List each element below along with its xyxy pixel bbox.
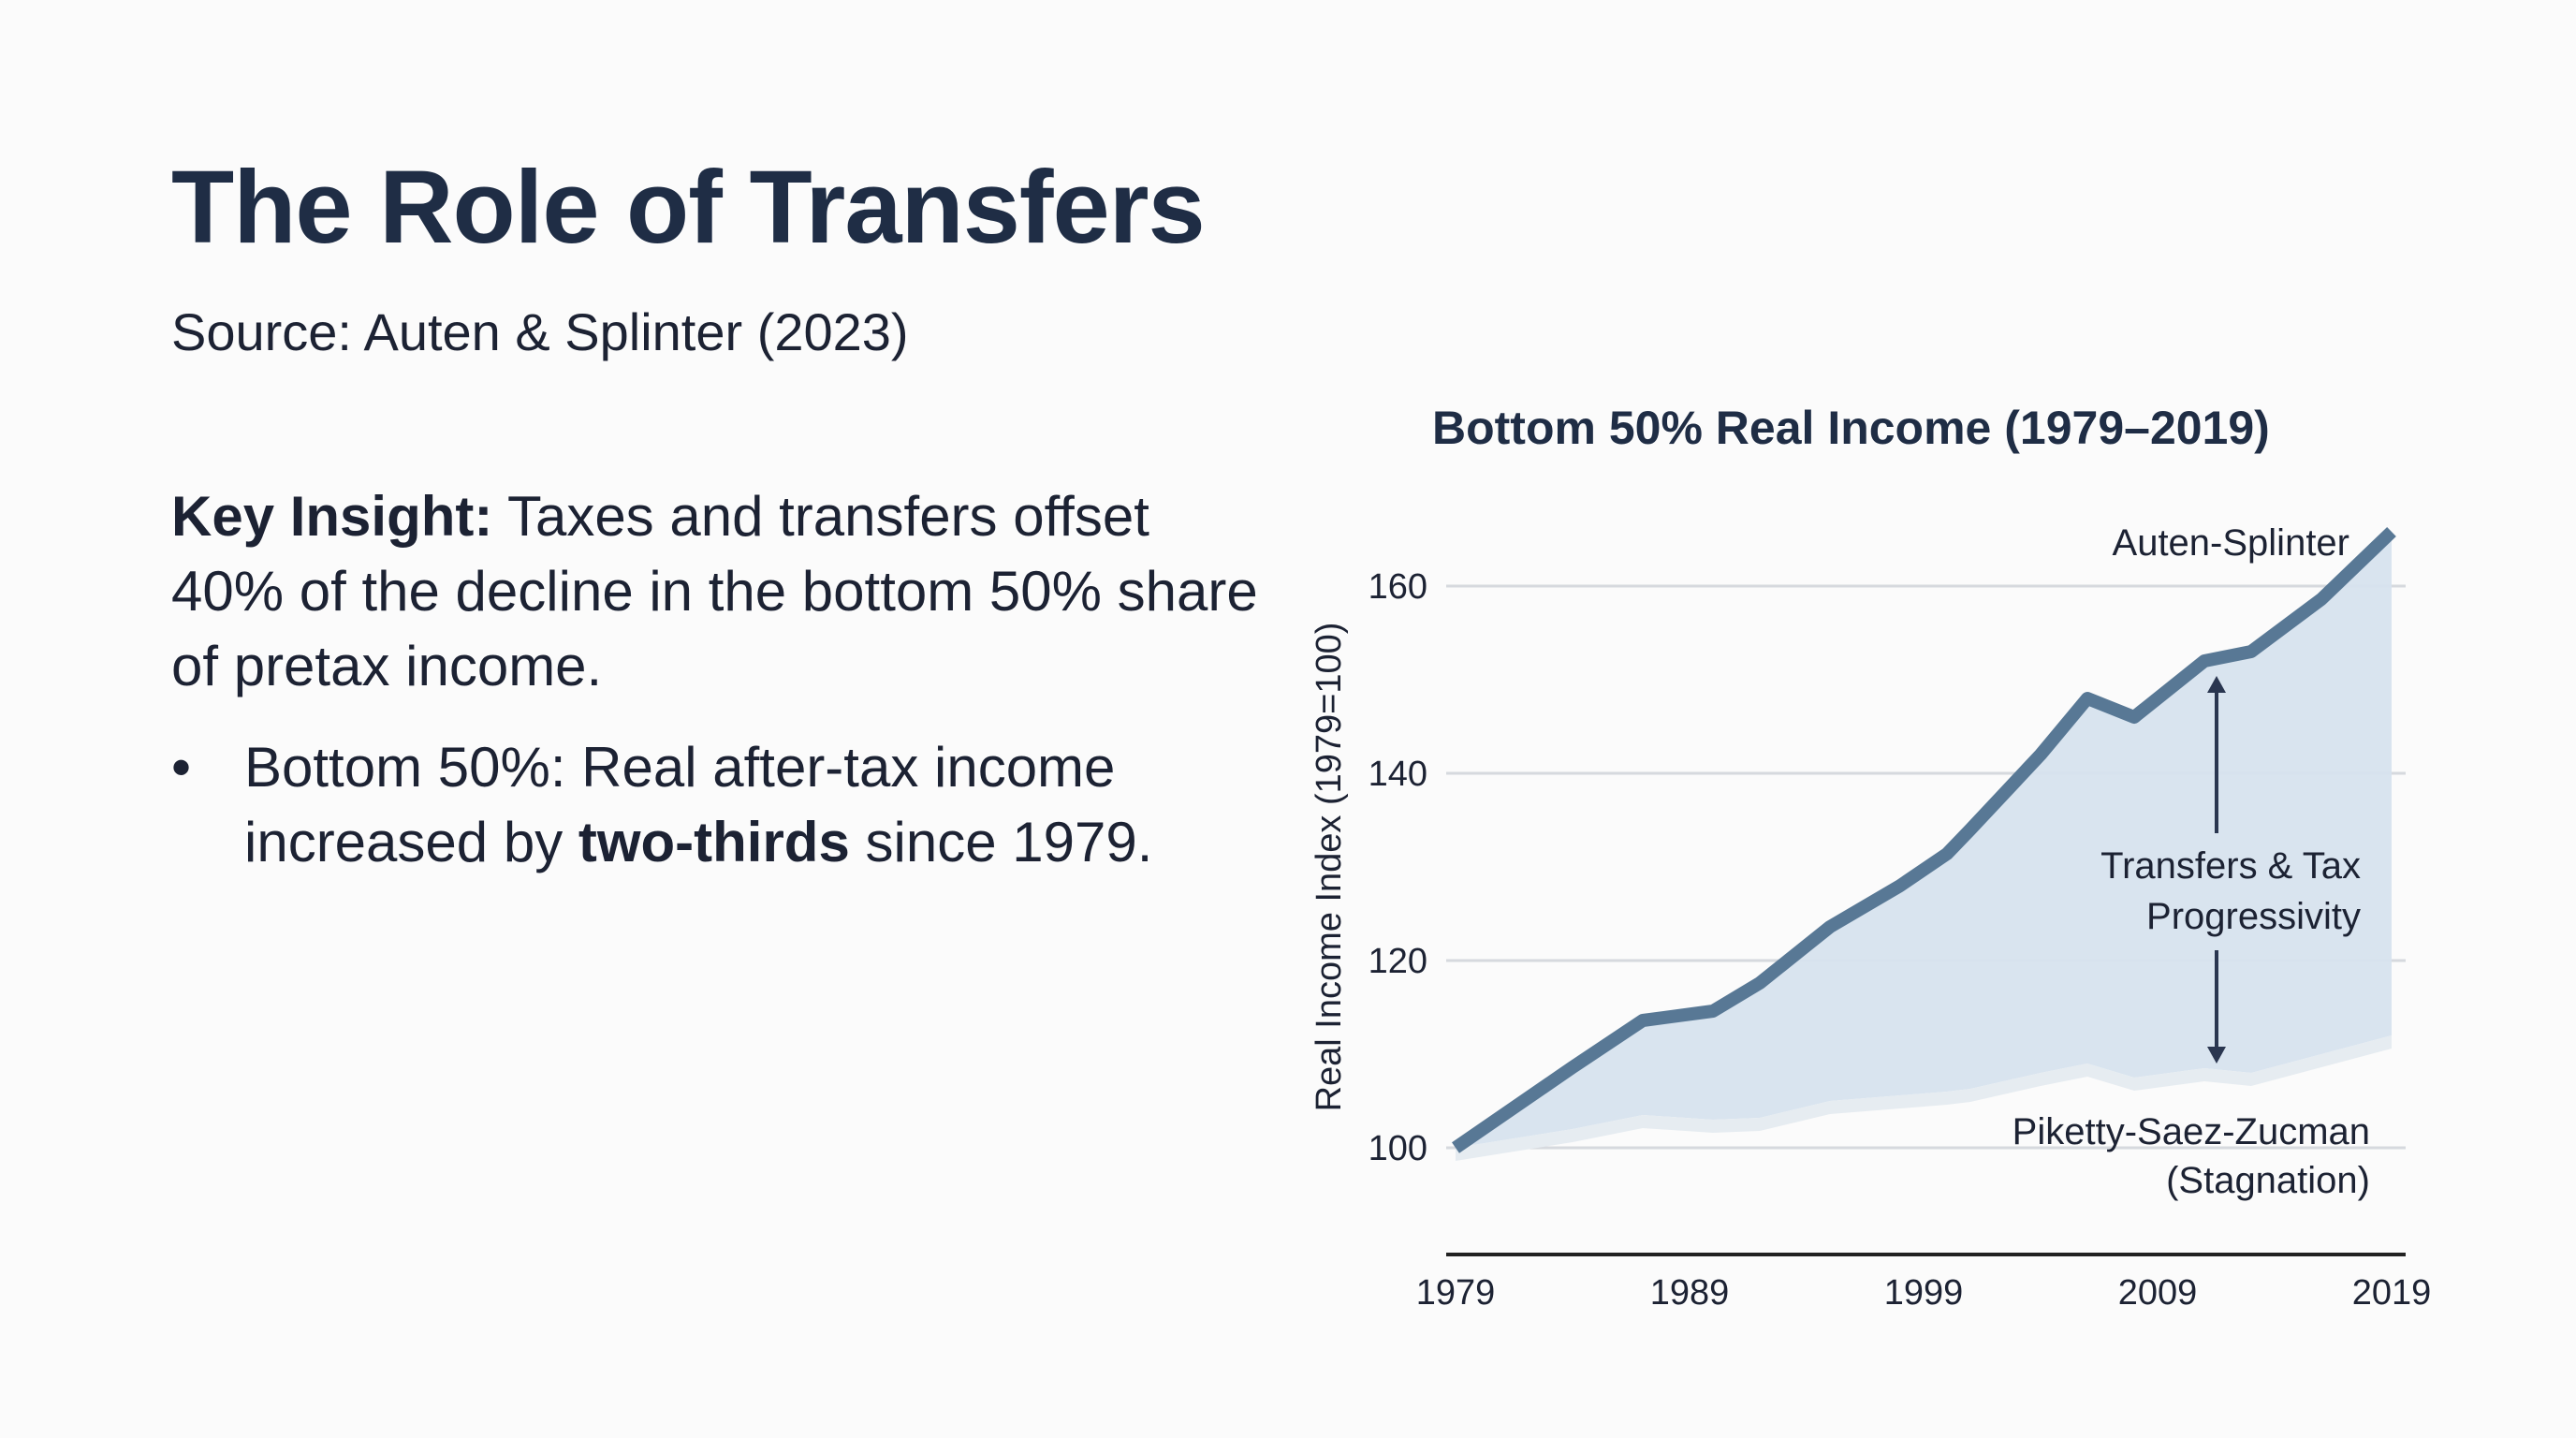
slide-title: The Role of Transfers xyxy=(171,150,1206,265)
x-tick-label: 2009 xyxy=(2118,1273,2198,1313)
auten-splinter-line xyxy=(1452,526,2396,1153)
y-tick-label: 120 xyxy=(1368,942,1427,981)
bullet-text: Bottom 50%: Real after-tax income increa… xyxy=(244,736,1153,873)
y-tick-label: 160 xyxy=(1368,567,1427,607)
stagnation-label: (Stagnation) xyxy=(2166,1160,2370,1201)
psz-label: Piketty-Saez-Zucman xyxy=(2012,1111,2370,1152)
double-arrow-icon xyxy=(2207,676,2226,1064)
x-tick-label: 1979 xyxy=(1416,1273,1496,1313)
psz-band-area xyxy=(1456,1035,2392,1161)
key-insight-label: Key Insight: xyxy=(171,485,493,548)
progressivity-label: Progressivity xyxy=(2146,896,2361,937)
y-axis-ticks: 100 120 140 160 xyxy=(1368,567,1427,1168)
key-insight: Key Insight: Taxes and transfers offset … xyxy=(171,479,1276,704)
bullet-icon: • xyxy=(171,736,192,799)
x-axis-ticks: 1979 1989 1999 2009 2019 xyxy=(1416,1273,2432,1313)
x-tick-label: 2019 xyxy=(2352,1273,2432,1313)
y-axis-label: Real Income Index (1979=100) xyxy=(1310,623,1349,1112)
transfers-gap-area xyxy=(1456,532,2392,1148)
x-tick-label: 1999 xyxy=(1884,1273,1964,1313)
bullet-item: • Bottom 50%: Real after-tax income incr… xyxy=(171,730,1220,880)
key-insight-text: Taxes and transfers offset 40% of the de… xyxy=(171,485,1258,697)
chart-annotations: Auten-Splinter Transfers & Tax Progressivi… xyxy=(2012,522,2370,1201)
chart-title: Bottom 50% Real Income (1979–2019) xyxy=(1432,402,2270,454)
slide-source: Source: Auten & Splinter (2023) xyxy=(171,302,909,361)
x-tick-label: 1989 xyxy=(1650,1273,1730,1313)
auten-splinter-label: Auten-Splinter xyxy=(2113,522,2349,564)
y-tick-label: 140 xyxy=(1368,755,1427,794)
y-tick-label: 100 xyxy=(1368,1129,1427,1168)
bullet-emphasis: two-thirds xyxy=(578,811,850,873)
transfers-label: Transfers & Tax xyxy=(2100,845,2361,887)
